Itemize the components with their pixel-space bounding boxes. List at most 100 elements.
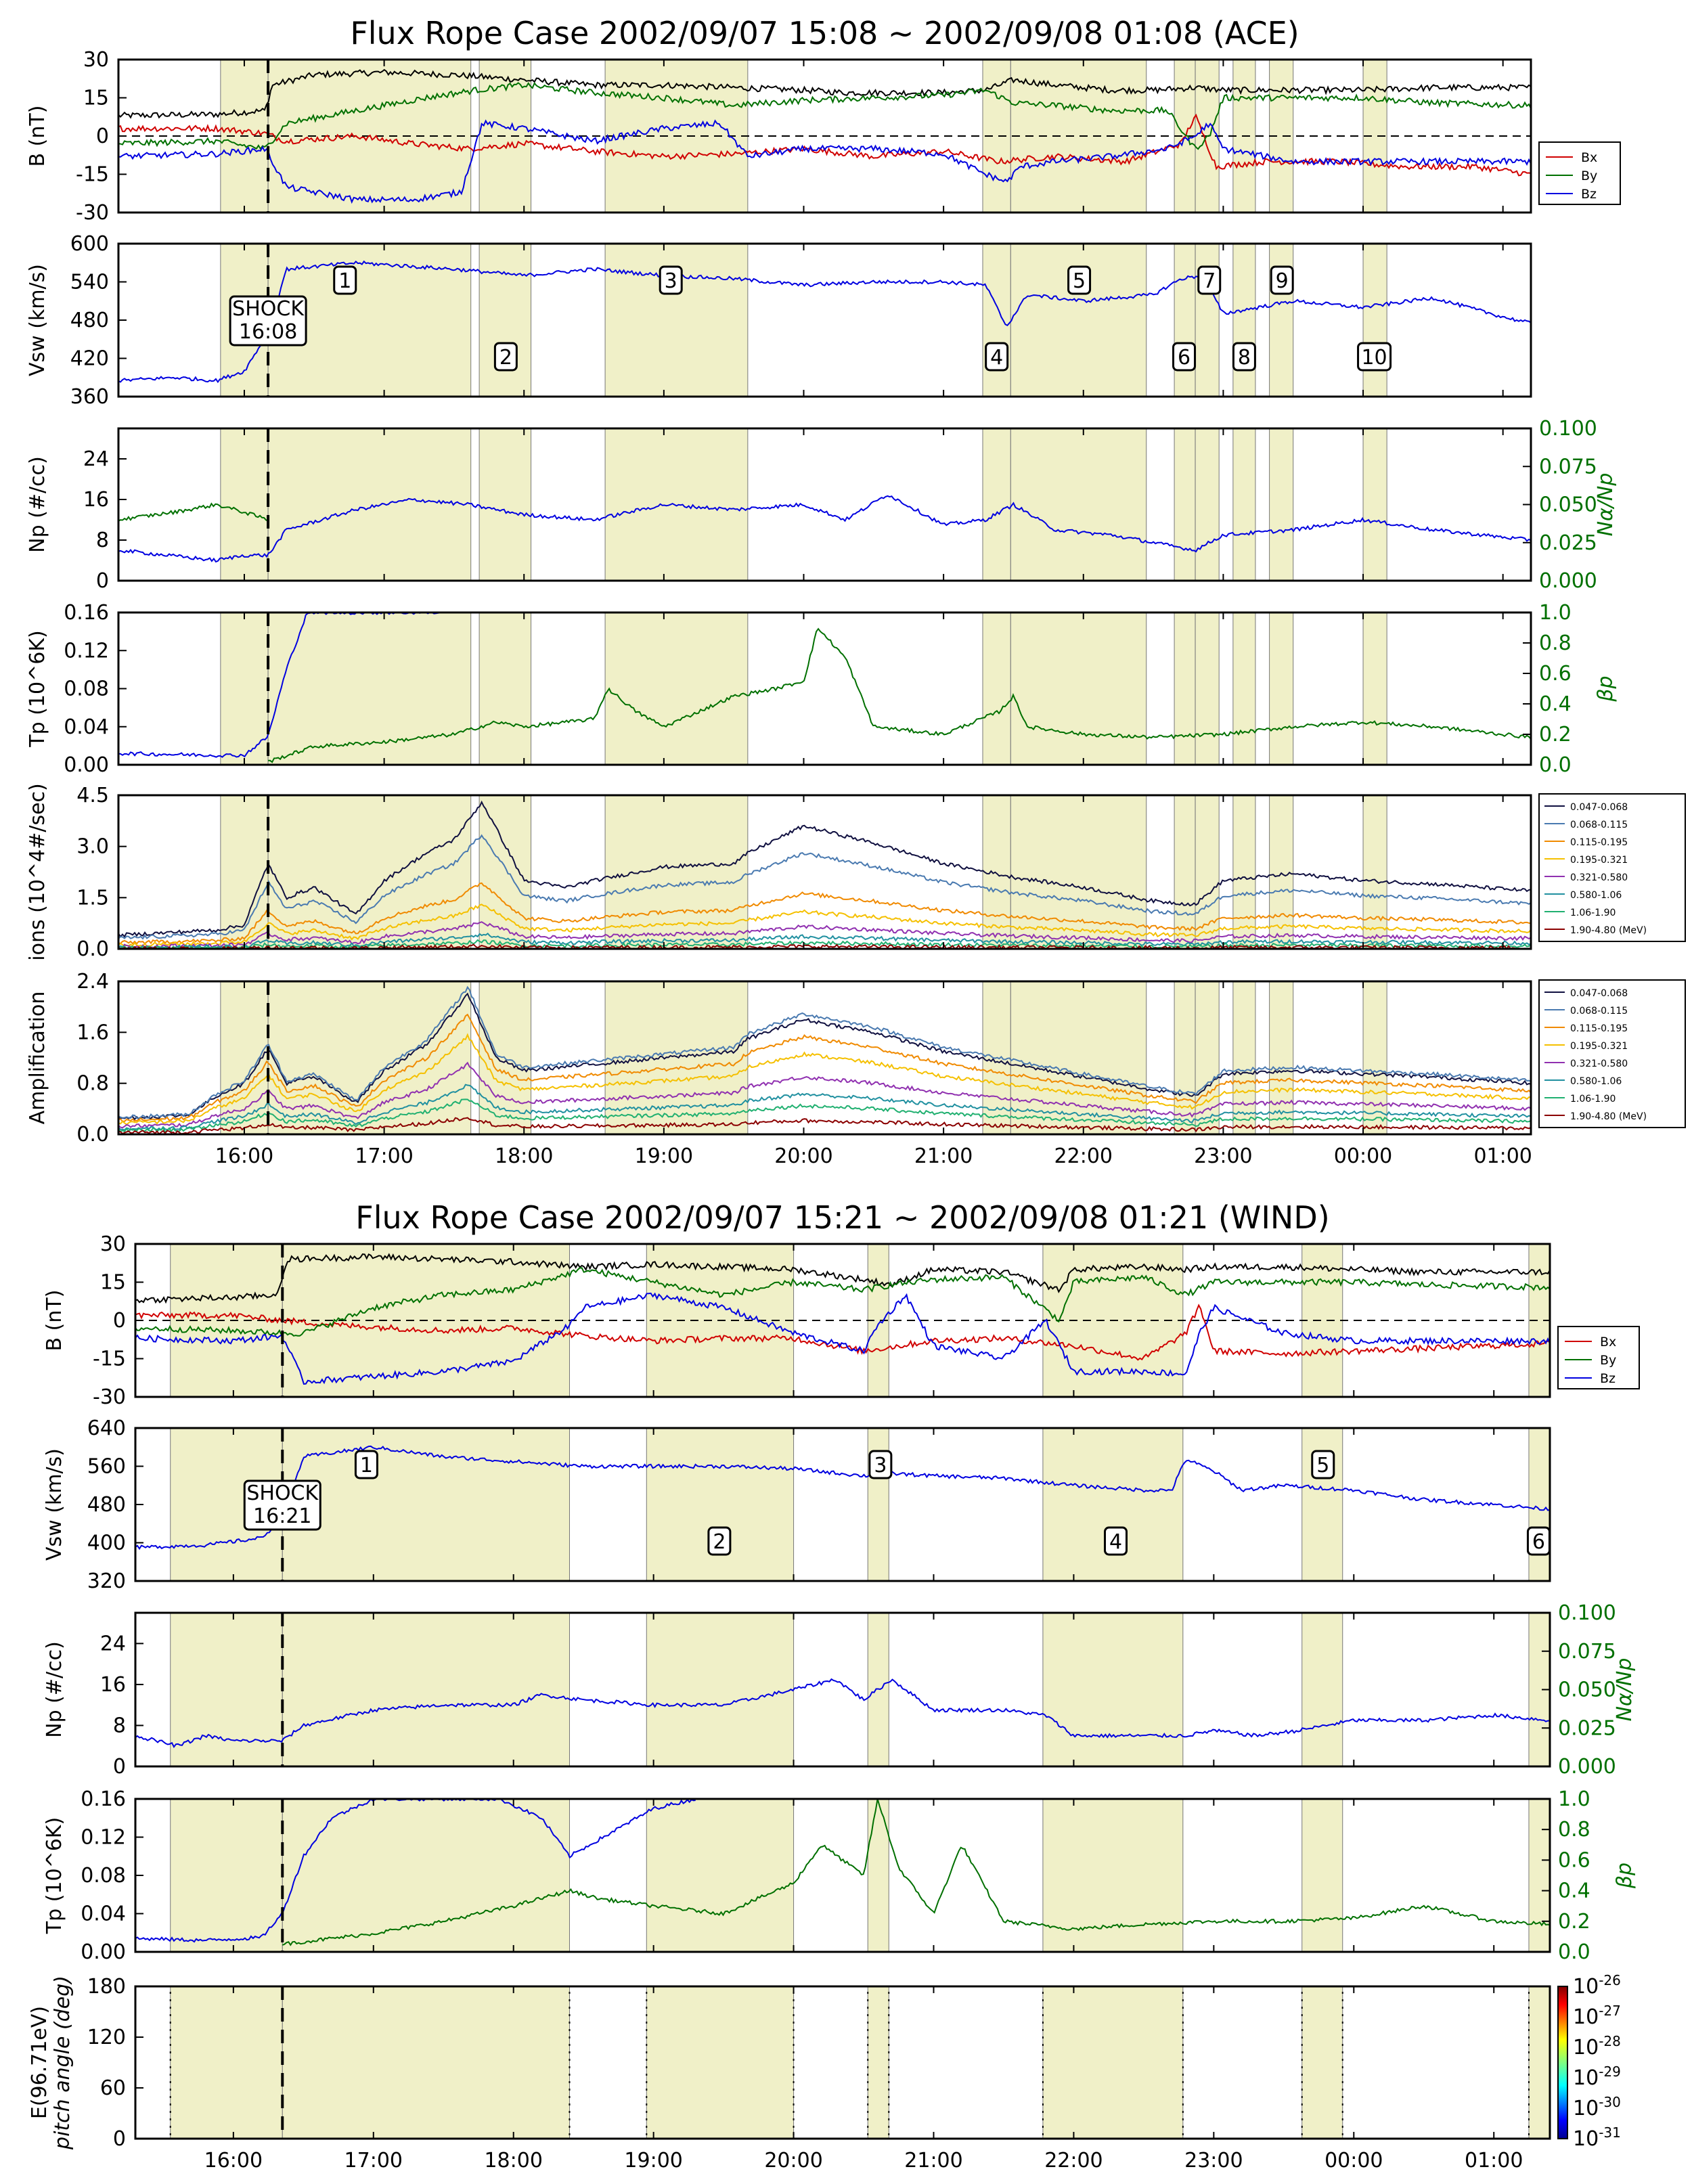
shock-label-box	[243, 1479, 321, 1531]
y-tick-label: -15	[93, 1347, 126, 1371]
legend-box	[1538, 793, 1686, 942]
x-tick-label: 21:00	[904, 2149, 962, 2172]
y-tick-label: 480	[70, 309, 109, 332]
shaded-interval	[1269, 981, 1294, 1135]
y-tick-label: 0.00	[64, 753, 109, 777]
legend-box	[1538, 141, 1621, 205]
y2-tick-label: 0.100	[1558, 1601, 1616, 1625]
interval-label: 4	[1109, 1530, 1122, 1554]
series-line--b-	[118, 68, 1532, 119]
series-line-vsw	[118, 260, 1532, 384]
legend-label: 0.195-0.321	[1570, 1041, 1628, 1052]
shaded-interval	[604, 612, 749, 765]
shock-time-label: 16:21	[253, 1505, 311, 1528]
shaded-interval	[1269, 612, 1294, 765]
y-tick-label: 4.5	[76, 784, 109, 807]
y2-tick-label: 0.050	[1539, 493, 1597, 517]
legend-label: Bx	[1600, 1335, 1616, 1350]
y-tick-label: 0.16	[64, 601, 109, 625]
interval-label-box	[1172, 342, 1197, 372]
interval-label-box	[659, 265, 683, 295]
interval-label-box	[1232, 342, 1256, 372]
y-axis-label: Vsw (km/s)	[26, 264, 49, 376]
shaded-interval	[170, 1243, 283, 1398]
y-tick-label: 0.16	[81, 1787, 126, 1811]
y-tick-label: 24	[83, 447, 109, 471]
legend-label: By	[1581, 169, 1597, 183]
interval-label: 3	[874, 1454, 887, 1477]
interval-label-box	[985, 342, 1009, 372]
x-tick-label: 23:00	[1194, 1144, 1252, 1168]
y2-tick-label: 0.075	[1539, 455, 1597, 478]
interval-label-box	[1104, 1526, 1128, 1556]
shaded-interval	[1174, 612, 1196, 765]
shaded-interval	[604, 428, 749, 581]
shaded-interval	[1362, 981, 1387, 1135]
shaded-interval	[282, 1798, 570, 1953]
shaded-interval	[1174, 981, 1196, 1135]
shaded-interval	[1269, 428, 1294, 581]
series-line-0-115-0-195	[118, 1013, 1532, 1122]
interval-label: 6	[1532, 1530, 1545, 1554]
shaded-interval	[646, 1427, 795, 1582]
x-tick-label: 22:00	[1044, 2149, 1103, 2172]
series-line-1-06-1-90	[118, 1098, 1532, 1133]
legend-box	[1538, 979, 1686, 1128]
interval-label-box	[1311, 1450, 1335, 1479]
legend-label: 0.321-0.580	[1570, 872, 1628, 883]
y-tick-label: 120	[87, 2026, 126, 2049]
interval-label-box	[1526, 1526, 1551, 1556]
series-line-by	[118, 81, 1532, 150]
y2-tick-label: 0.4	[1558, 1879, 1590, 1903]
interval-label: 2	[499, 346, 512, 370]
y-tick-label: 8	[113, 1714, 126, 1737]
shock-label-box	[229, 295, 307, 347]
legend-label: 0.115-0.195	[1570, 1023, 1628, 1034]
y-axis-label: Np (#/cc)	[43, 1641, 66, 1738]
shaded-interval	[1301, 1612, 1343, 1767]
x-tick-label: 20:00	[764, 2149, 822, 2172]
shaded-interval	[478, 612, 532, 765]
x-tick-label: 20:00	[774, 1144, 832, 1168]
y2-tick-label: 0.6	[1558, 1848, 1590, 1872]
legend-label: 0.068-0.115	[1570, 820, 1628, 830]
legend-label: 0.115-0.195	[1570, 837, 1628, 848]
x-tick-label: 23:00	[1184, 2149, 1243, 2172]
series-line-np	[118, 495, 1532, 563]
y-tick-label: 15	[83, 87, 109, 110]
panel-frame	[117, 794, 1532, 950]
legend-label: Bz	[1581, 187, 1597, 202]
x-tick-label: 19:00	[635, 1144, 693, 1168]
y-tick-label: 0.00	[81, 1940, 126, 1964]
interval-label: 1	[338, 269, 351, 293]
colorbar-label: 10-29	[1573, 2064, 1621, 2090]
y-tick-label: 640	[87, 1417, 126, 1440]
shaded-interval	[267, 795, 472, 950]
shaded-interval	[478, 795, 532, 950]
legend-label: Bz	[1600, 1371, 1616, 1386]
interval-label: 8	[1238, 346, 1251, 370]
colorbar-label: 10-27	[1573, 2003, 1621, 2029]
x-tick-label: 16:00	[215, 1144, 273, 1168]
interval-label: 3	[665, 269, 677, 293]
y-tick-label: 0	[113, 2127, 126, 2151]
y-axis-label: B (nT)	[26, 106, 49, 167]
shaded-interval	[1010, 795, 1147, 950]
shaded-interval	[170, 1986, 283, 2139]
interval-label: 7	[1203, 269, 1216, 293]
y2-tick-label: 0.050	[1558, 1678, 1616, 1702]
shaded-interval	[1195, 612, 1220, 765]
shaded-interval	[867, 1986, 889, 2139]
shock-time-label: 16:08	[239, 320, 297, 344]
y2-axis-label: Nα/Np	[1594, 473, 1618, 537]
panel-frame	[117, 980, 1532, 1136]
y-tick-label: 15	[100, 1271, 126, 1295]
x-tick-label: 18:00	[484, 2149, 542, 2172]
colorbar-label: 10-28	[1573, 2033, 1621, 2059]
energy-legend: 0.047-0.068 0.068-0.115 0.115-0.195 0.195-0…	[1538, 793, 1686, 942]
x-tick-label: 16:00	[204, 2149, 263, 2172]
series-line-by	[135, 1267, 1551, 1337]
panel-N: 24 16 8 0 0.100 0.075 0.050 0.025 0.000 Nα/Np Np (…	[26, 417, 1618, 593]
y-axis-label: Tp (10^6K)	[26, 630, 49, 747]
series-line-1-90-4-80-mev-	[118, 1117, 1532, 1135]
